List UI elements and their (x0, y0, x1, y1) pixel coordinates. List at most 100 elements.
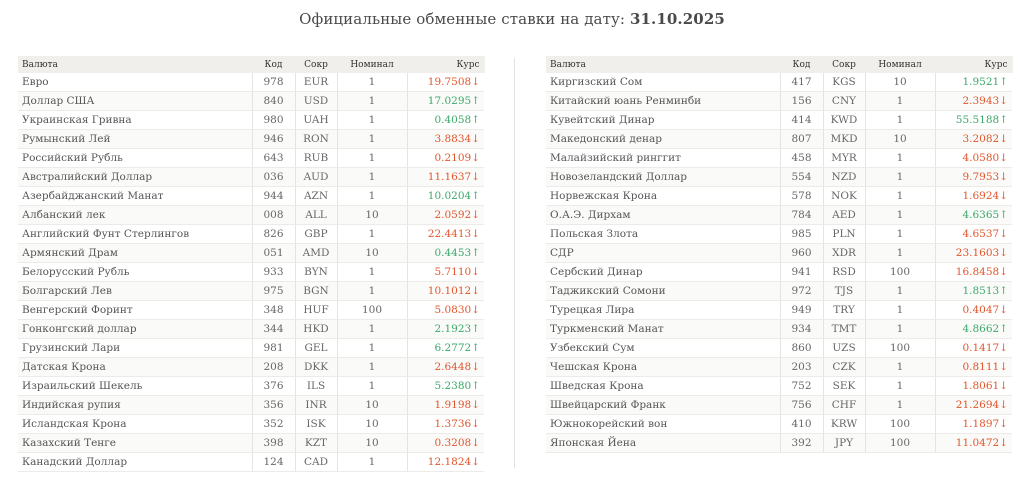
currency-code: 208 (252, 357, 296, 377)
currency-abbr: GEL (295, 338, 338, 358)
arrow-down-icon: ↓ (999, 190, 1008, 202)
currency-abbr: TRY (823, 300, 866, 320)
currency-rate: 1.8513↑ (935, 281, 1012, 301)
currency-nominal: 1 (865, 91, 936, 111)
arrow-down-icon: ↓ (999, 266, 1008, 278)
currency-rate: 0.4047↓ (935, 300, 1012, 320)
currency-rate: 4.8662↑ (935, 319, 1012, 339)
currency-nominal: 100 (865, 414, 936, 434)
currency-rate: 19.7508↓ (407, 73, 484, 92)
currency-code: 944 (252, 186, 296, 206)
table-row: Китайский юань Ренминби 156 CNY 1 2.3943↓ (546, 91, 1012, 111)
table-row: Швейцарский Франк 756 CHF 1 21.2694↓ (546, 395, 1012, 415)
currency-nominal: 1 (337, 73, 408, 92)
currency-name: Канадский Доллар (18, 452, 253, 472)
currency-code: 981 (252, 338, 296, 358)
currency-nominal: 1 (337, 338, 408, 358)
currency-code: 933 (252, 262, 296, 282)
currency-rate: 0.4058↑ (407, 110, 484, 130)
col-header-currency: Валюта (546, 56, 781, 73)
table-row: Гонконгский доллар 344 HKD 1 2.1923↑ (18, 319, 484, 339)
rate-value: 11.0472 (955, 437, 1000, 449)
col-header-code: Код (252, 56, 296, 73)
rate-value: 4.0580 (962, 152, 1000, 164)
currency-rate: 1.6924↓ (935, 186, 1012, 206)
currency-rate: 55.5188↑ (935, 110, 1012, 130)
table-row: Албанский лек 008 ALL 10 2.0592↓ (18, 205, 484, 225)
arrow-up-icon: ↑ (999, 209, 1008, 221)
rate-value: 55.5188 (955, 114, 1000, 126)
currency-nominal: 1 (337, 129, 408, 149)
arrow-up-icon: ↑ (471, 95, 480, 107)
currency-name: Казахский Тенге (18, 433, 253, 453)
rate-value: 0.8111 (962, 361, 1000, 373)
currency-rate: 0.8111↓ (935, 357, 1012, 377)
col-header-abbr: Сокр (295, 56, 338, 73)
currency-code: 807 (780, 129, 824, 149)
currency-nominal: 1 (337, 357, 408, 377)
rate-value: 2.0592 (434, 209, 472, 221)
currency-abbr: ISK (295, 414, 338, 434)
rate-value: 1.9198 (434, 399, 472, 411)
table-row: Туркменский Манат 934 TMT 1 4.8662↑ (546, 319, 1012, 339)
currency-rate: 5.7110↓ (407, 262, 484, 282)
table-row: Канадский Доллар 124 CAD 1 12.1824↓ (18, 452, 484, 472)
currency-name: Венгерский Форинт (18, 300, 253, 320)
currency-name: Украинская Гривна (18, 110, 253, 130)
currency-code: 960 (780, 243, 824, 263)
arrow-down-icon: ↓ (471, 152, 480, 164)
currency-nominal: 10 (865, 129, 936, 149)
arrow-down-icon: ↓ (999, 418, 1008, 430)
table-row: Доллар США 840 USD 1 17.0295↑ (18, 91, 484, 111)
currency-abbr: UZS (823, 338, 866, 358)
currency-abbr: BYN (295, 262, 338, 282)
currency-name: Гонконгский доллар (18, 319, 253, 339)
currency-rate: 3.8834↓ (407, 129, 484, 149)
arrow-down-icon: ↓ (999, 342, 1008, 354)
table-row: Чешская Крона 203 CZK 1 0.8111↓ (546, 357, 1012, 377)
currency-nominal: 10 (865, 73, 936, 92)
rate-value: 1.6924 (962, 190, 1000, 202)
currency-rate: 0.4453↑ (407, 243, 484, 263)
currency-code: 156 (780, 91, 824, 111)
currency-abbr: KWD (823, 110, 866, 130)
arrow-down-icon: ↓ (999, 304, 1008, 316)
currency-nominal: 1 (865, 148, 936, 168)
currency-name: Российский Рубль (18, 148, 253, 168)
table-row: Сербский Динар 941 RSD 100 16.8458↓ (546, 262, 1012, 282)
arrow-up-icon: ↑ (471, 190, 480, 202)
currency-code: 949 (780, 300, 824, 320)
rate-value: 5.2380 (434, 380, 472, 392)
currency-code: 972 (780, 281, 824, 301)
arrow-down-icon: ↓ (999, 152, 1008, 164)
currency-nominal: 1 (337, 452, 408, 472)
table-row: Кувейтский Динар 414 KWD 1 55.5188↑ (546, 110, 1012, 130)
currency-abbr: NOK (823, 186, 866, 206)
currency-name: Датская Крона (18, 357, 253, 377)
arrow-up-icon: ↑ (999, 76, 1008, 88)
currency-rate: 2.6448↓ (407, 357, 484, 377)
currency-abbr: USD (295, 91, 338, 111)
currency-code: 946 (252, 129, 296, 149)
table-row: Датская Крона 208 DKK 1 2.6448↓ (18, 357, 484, 377)
currency-nominal: 1 (337, 281, 408, 301)
rate-value: 17.0295 (427, 95, 472, 107)
currency-nominal: 1 (865, 357, 936, 377)
currency-name: Английский Фунт Стерлингов (18, 224, 253, 244)
col-header-rate: Курс (935, 56, 1013, 73)
arrow-down-icon: ↓ (999, 171, 1008, 183)
currency-nominal: 100 (865, 433, 936, 453)
currency-rate: 9.7953↓ (935, 167, 1012, 187)
currency-code: 784 (780, 205, 824, 225)
currency-name: Грузинский Лари (18, 338, 253, 358)
currency-rate: 1.8061↓ (935, 376, 1012, 396)
currency-abbr: RSD (823, 262, 866, 282)
currency-code: 980 (252, 110, 296, 130)
currency-rate: 5.2380↑ (407, 376, 484, 396)
currency-abbr: AZN (295, 186, 338, 206)
rate-value: 16.8458 (955, 266, 1000, 278)
rate-value: 23.1603 (955, 247, 1000, 259)
currency-abbr: JPY (823, 433, 866, 453)
rate-value: 1.9521 (962, 76, 1000, 88)
currency-code: 840 (252, 91, 296, 111)
